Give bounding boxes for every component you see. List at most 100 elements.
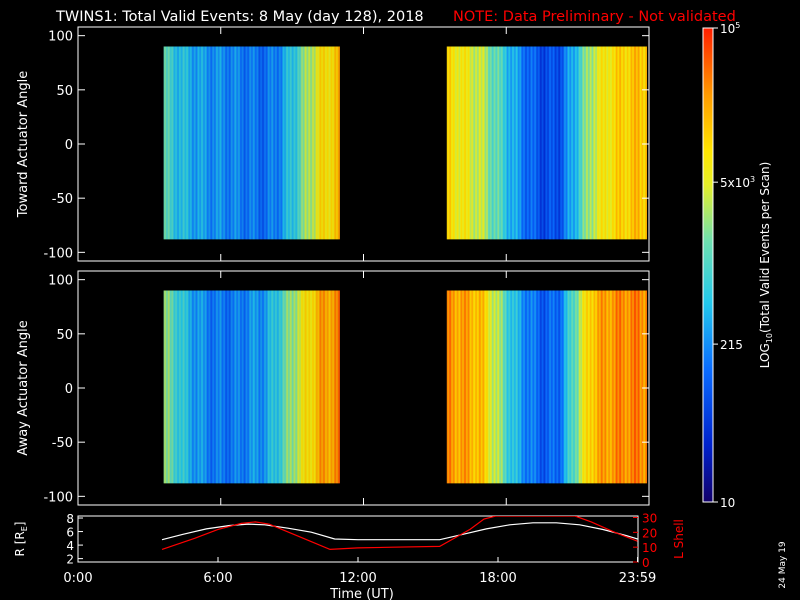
heatmap-column bbox=[504, 46, 506, 240]
heatmap-column bbox=[493, 46, 495, 240]
heatmap-column bbox=[509, 290, 511, 484]
heatmap-column bbox=[561, 290, 563, 484]
heatmap-column bbox=[545, 290, 547, 484]
heatmap-column bbox=[249, 290, 251, 484]
heatmap-column bbox=[527, 290, 529, 484]
heatmap-column bbox=[524, 46, 526, 240]
heatmap-column bbox=[179, 46, 181, 240]
heatmap-column bbox=[196, 46, 198, 240]
heatmap-column bbox=[499, 290, 501, 484]
heatmap-column bbox=[299, 290, 301, 484]
l-tick-label: 10 bbox=[642, 541, 657, 555]
heatmap-column bbox=[247, 46, 249, 240]
heatmap-column bbox=[223, 46, 225, 240]
heatmap-column bbox=[557, 46, 559, 240]
heatmap-column bbox=[544, 46, 546, 240]
l-tick-label: 30 bbox=[642, 511, 657, 525]
heatmap-column bbox=[261, 46, 263, 240]
heatmap-column bbox=[180, 46, 182, 240]
heatmap-column bbox=[335, 46, 337, 240]
heatmap-column bbox=[469, 46, 471, 240]
l-shell-line bbox=[161, 516, 638, 551]
heatmap-column bbox=[239, 46, 241, 240]
heatmap-column bbox=[633, 46, 635, 240]
heatmap-column bbox=[459, 290, 461, 484]
heatmap-column bbox=[579, 290, 581, 484]
heatmap-column bbox=[635, 46, 637, 240]
heatmap-column bbox=[595, 290, 597, 484]
heatmap-column bbox=[537, 290, 539, 484]
heatmap-column bbox=[236, 46, 238, 240]
heatmap-column bbox=[598, 290, 600, 484]
heatmap-column bbox=[190, 46, 192, 240]
heatmap-column bbox=[571, 290, 573, 484]
heatmap-column bbox=[224, 290, 226, 484]
heatmap-column bbox=[586, 290, 588, 484]
heatmap-column bbox=[628, 290, 630, 484]
heatmap-column bbox=[321, 290, 323, 484]
heatmap-column bbox=[627, 290, 629, 484]
heatmap-column bbox=[624, 290, 626, 484]
heatmap-column bbox=[631, 46, 633, 240]
heatmap-column bbox=[327, 290, 329, 484]
heatmap-column bbox=[164, 290, 166, 484]
heatmap-column bbox=[244, 46, 246, 240]
heatmap-column bbox=[540, 290, 542, 484]
heatmap-column bbox=[637, 46, 639, 240]
heatmap-column bbox=[190, 290, 192, 484]
heatmap-column bbox=[242, 46, 244, 240]
heatmap-column bbox=[485, 46, 487, 240]
heatmap-column bbox=[255, 46, 257, 240]
heatmap-column bbox=[564, 46, 566, 240]
heatmap-column bbox=[171, 290, 173, 484]
heatmap-column bbox=[574, 290, 576, 484]
heatmap-column bbox=[523, 46, 525, 240]
heatmap-column bbox=[473, 290, 475, 484]
heatmap-column bbox=[183, 46, 185, 240]
heatmap-column bbox=[227, 290, 229, 484]
heatmap-column bbox=[278, 46, 280, 240]
heatmap-column bbox=[274, 46, 276, 240]
heatmap-column bbox=[323, 290, 325, 484]
orbit-lines bbox=[161, 516, 638, 551]
heatmap-column bbox=[197, 290, 199, 484]
heatmap-column bbox=[601, 290, 603, 484]
heatmap-column bbox=[253, 46, 255, 240]
heatmap-column bbox=[612, 290, 614, 484]
heatmap-column bbox=[313, 46, 315, 240]
heatmap-column bbox=[163, 290, 165, 484]
heatmap-column bbox=[606, 290, 608, 484]
colorbar-tick-label: 5x103 bbox=[720, 175, 755, 190]
heatmap-column bbox=[335, 290, 337, 484]
heatmap-column bbox=[334, 46, 336, 240]
heatmap-column bbox=[507, 290, 509, 484]
heatmap-column bbox=[528, 46, 530, 240]
heatmap-column bbox=[627, 46, 629, 240]
heatmap-column bbox=[529, 46, 531, 240]
heatmap-column bbox=[294, 46, 296, 240]
heatmap-column bbox=[206, 46, 208, 240]
heatmap-column bbox=[624, 46, 626, 240]
heatmap-column bbox=[487, 46, 489, 240]
heatmap-column bbox=[483, 290, 485, 484]
heatmap-column bbox=[237, 290, 239, 484]
heatmap-column bbox=[300, 46, 302, 240]
heatmap-column bbox=[231, 46, 233, 240]
heatmap-column bbox=[584, 290, 586, 484]
heatmap-column bbox=[179, 290, 181, 484]
heatmap-column bbox=[322, 46, 324, 240]
heatmap-column bbox=[456, 46, 458, 240]
heatmap-column bbox=[267, 290, 269, 484]
heatmap-column bbox=[491, 46, 493, 240]
heatmap-column bbox=[610, 290, 612, 484]
heatmap-column bbox=[596, 290, 598, 484]
heatmap-column bbox=[330, 46, 332, 240]
heatmap-column bbox=[568, 290, 570, 484]
heatmap-column bbox=[512, 46, 514, 240]
heatmap-column bbox=[214, 46, 216, 240]
heatmap-column bbox=[614, 46, 616, 240]
heatmap-column bbox=[329, 46, 331, 240]
heatmap-column bbox=[521, 46, 523, 240]
heatmap-column bbox=[481, 290, 483, 484]
heatmap-column bbox=[529, 290, 531, 484]
